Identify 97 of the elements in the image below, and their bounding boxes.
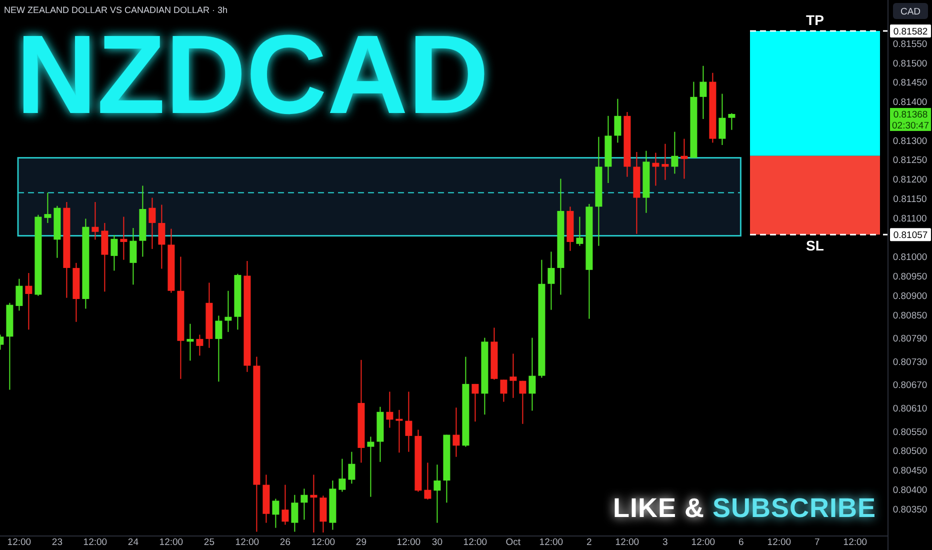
- candlestick: [424, 462, 432, 500]
- candlestick: [500, 379, 508, 402]
- candlestick: [148, 197, 156, 250]
- y-tick-label: 0.81550: [892, 38, 928, 50]
- candlestick: [224, 290, 232, 332]
- x-tick-label: 12:00: [159, 537, 184, 548]
- y-tick-label: 0.81100: [893, 213, 927, 224]
- candlestick: [519, 380, 526, 424]
- y-tick-label: 0.80670: [892, 380, 928, 392]
- y-tick-label: 0.80900: [892, 291, 928, 302]
- candlestick: [310, 474, 318, 534]
- chart-subtitle: NEW ZEALAND DOLLAR VS CANADIAN DOLLAR · 3h: [4, 5, 228, 15]
- candlestick: [434, 464, 441, 524]
- candlestick: [196, 334, 204, 356]
- candlestick: [92, 202, 99, 240]
- x-tick-label: 12:00: [235, 537, 260, 548]
- annotation: LIKE & SUBSCRIBE: [612, 493, 876, 523]
- x-tick-label: 25: [204, 537, 214, 548]
- candlestick: [718, 93, 726, 146]
- y-axis-title: CAD: [900, 6, 921, 18]
- candlestick: [614, 98, 622, 144]
- x-tick-label: 23: [52, 537, 62, 548]
- candlestick: [396, 409, 403, 454]
- candlestick: [652, 152, 660, 186]
- x-tick-label: 12:00: [7, 537, 32, 548]
- x-tick-label: 12:00: [311, 537, 336, 548]
- y-tick-label: 0.81500: [892, 58, 928, 70]
- x-tick-label: 26: [280, 537, 290, 548]
- y-tick-label: 0.80850: [892, 310, 928, 322]
- ref-line-label: 0.81057: [893, 230, 928, 242]
- candlestick: [16, 278, 23, 312]
- x-tick-label: 12:00: [396, 537, 421, 548]
- y-tick-label: 0.80730: [892, 356, 928, 368]
- candlestick: [728, 112, 736, 130]
- candlestick: [671, 131, 678, 174]
- x-tick-label: 12:00: [83, 537, 108, 548]
- candlestick: [548, 251, 555, 310]
- y-tick-label: 0.81300: [892, 136, 928, 147]
- y-tick-label: 0.81200: [892, 174, 928, 186]
- candlestick: [215, 315, 222, 382]
- candlestick: [680, 138, 688, 180]
- candlestick: [405, 391, 412, 452]
- x-tick-label: Oct: [506, 537, 521, 548]
- chart-title: NZDCAD: [16, 12, 489, 137]
- candlestick: [367, 436, 374, 498]
- x-tick-label: 12:00: [843, 537, 868, 548]
- x-tick-label: 29: [356, 537, 366, 548]
- band-label: TP: [806, 12, 824, 28]
- y-tick-label: 0.80790: [892, 334, 928, 345]
- candlestick: [300, 488, 308, 520]
- ref-line-label: 0.81582: [893, 26, 928, 38]
- x-tick-label: 12:00: [463, 537, 488, 548]
- x-tick-label: 12:00: [767, 537, 792, 548]
- candlestick: [110, 234, 118, 272]
- x-tick-label: 12:00: [691, 537, 716, 548]
- candlestick: [282, 484, 289, 526]
- y-tick-label: 0.81150: [893, 194, 927, 206]
- x-tick-label: 30: [432, 537, 442, 548]
- text: 0.81368: [893, 109, 928, 120]
- x-tick-label: 2: [586, 537, 592, 548]
- y-tick-label: 0.81400: [892, 97, 928, 108]
- y-tick-label: 0.81000: [892, 252, 928, 264]
- y-tick-label: 0.81250: [892, 155, 928, 166]
- candlestick: [700, 65, 707, 120]
- candlestick: [452, 407, 460, 458]
- x-tick-label: 7: [814, 537, 820, 548]
- candlestick: [510, 353, 517, 398]
- candlestick: [44, 192, 52, 224]
- candlestick: [338, 458, 346, 492]
- candlestick: [528, 337, 536, 412]
- candlestick: [272, 498, 280, 528]
- text: 02:30:47: [892, 120, 929, 132]
- candlestick: [662, 143, 669, 180]
- y-tick-label: 0.81450: [892, 78, 928, 89]
- candlestick: [472, 383, 479, 422]
- candlestick: [25, 272, 32, 330]
- candlestick: [130, 228, 137, 286]
- x-tick-label: 12:00: [615, 537, 640, 548]
- x-tick-label: 6: [738, 537, 744, 548]
- y-tick-label: 0.80550: [892, 426, 928, 438]
- x-tick-label: 3: [662, 537, 668, 548]
- candlestick: [348, 451, 356, 484]
- y-tick-label: 0.80500: [892, 446, 928, 458]
- candlestick: [576, 216, 584, 246]
- candlestick: [120, 216, 128, 260]
- y-tick-label: 0.80450: [892, 466, 928, 477]
- band-label: SL: [806, 238, 824, 254]
- x-tick-label: 12:00: [539, 537, 564, 548]
- candlestick: [291, 494, 298, 532]
- y-tick-label: 0.80350: [892, 504, 928, 516]
- x-tick-label: 24: [128, 537, 138, 548]
- y-tick-label: 0.80950: [892, 272, 928, 283]
- candlestick: [386, 391, 394, 428]
- candlestick: [186, 323, 194, 362]
- y-tick-label: 0.80400: [892, 484, 928, 496]
- candlestick: [158, 204, 166, 270]
- y-tick-label: 0.80610: [892, 403, 928, 414]
